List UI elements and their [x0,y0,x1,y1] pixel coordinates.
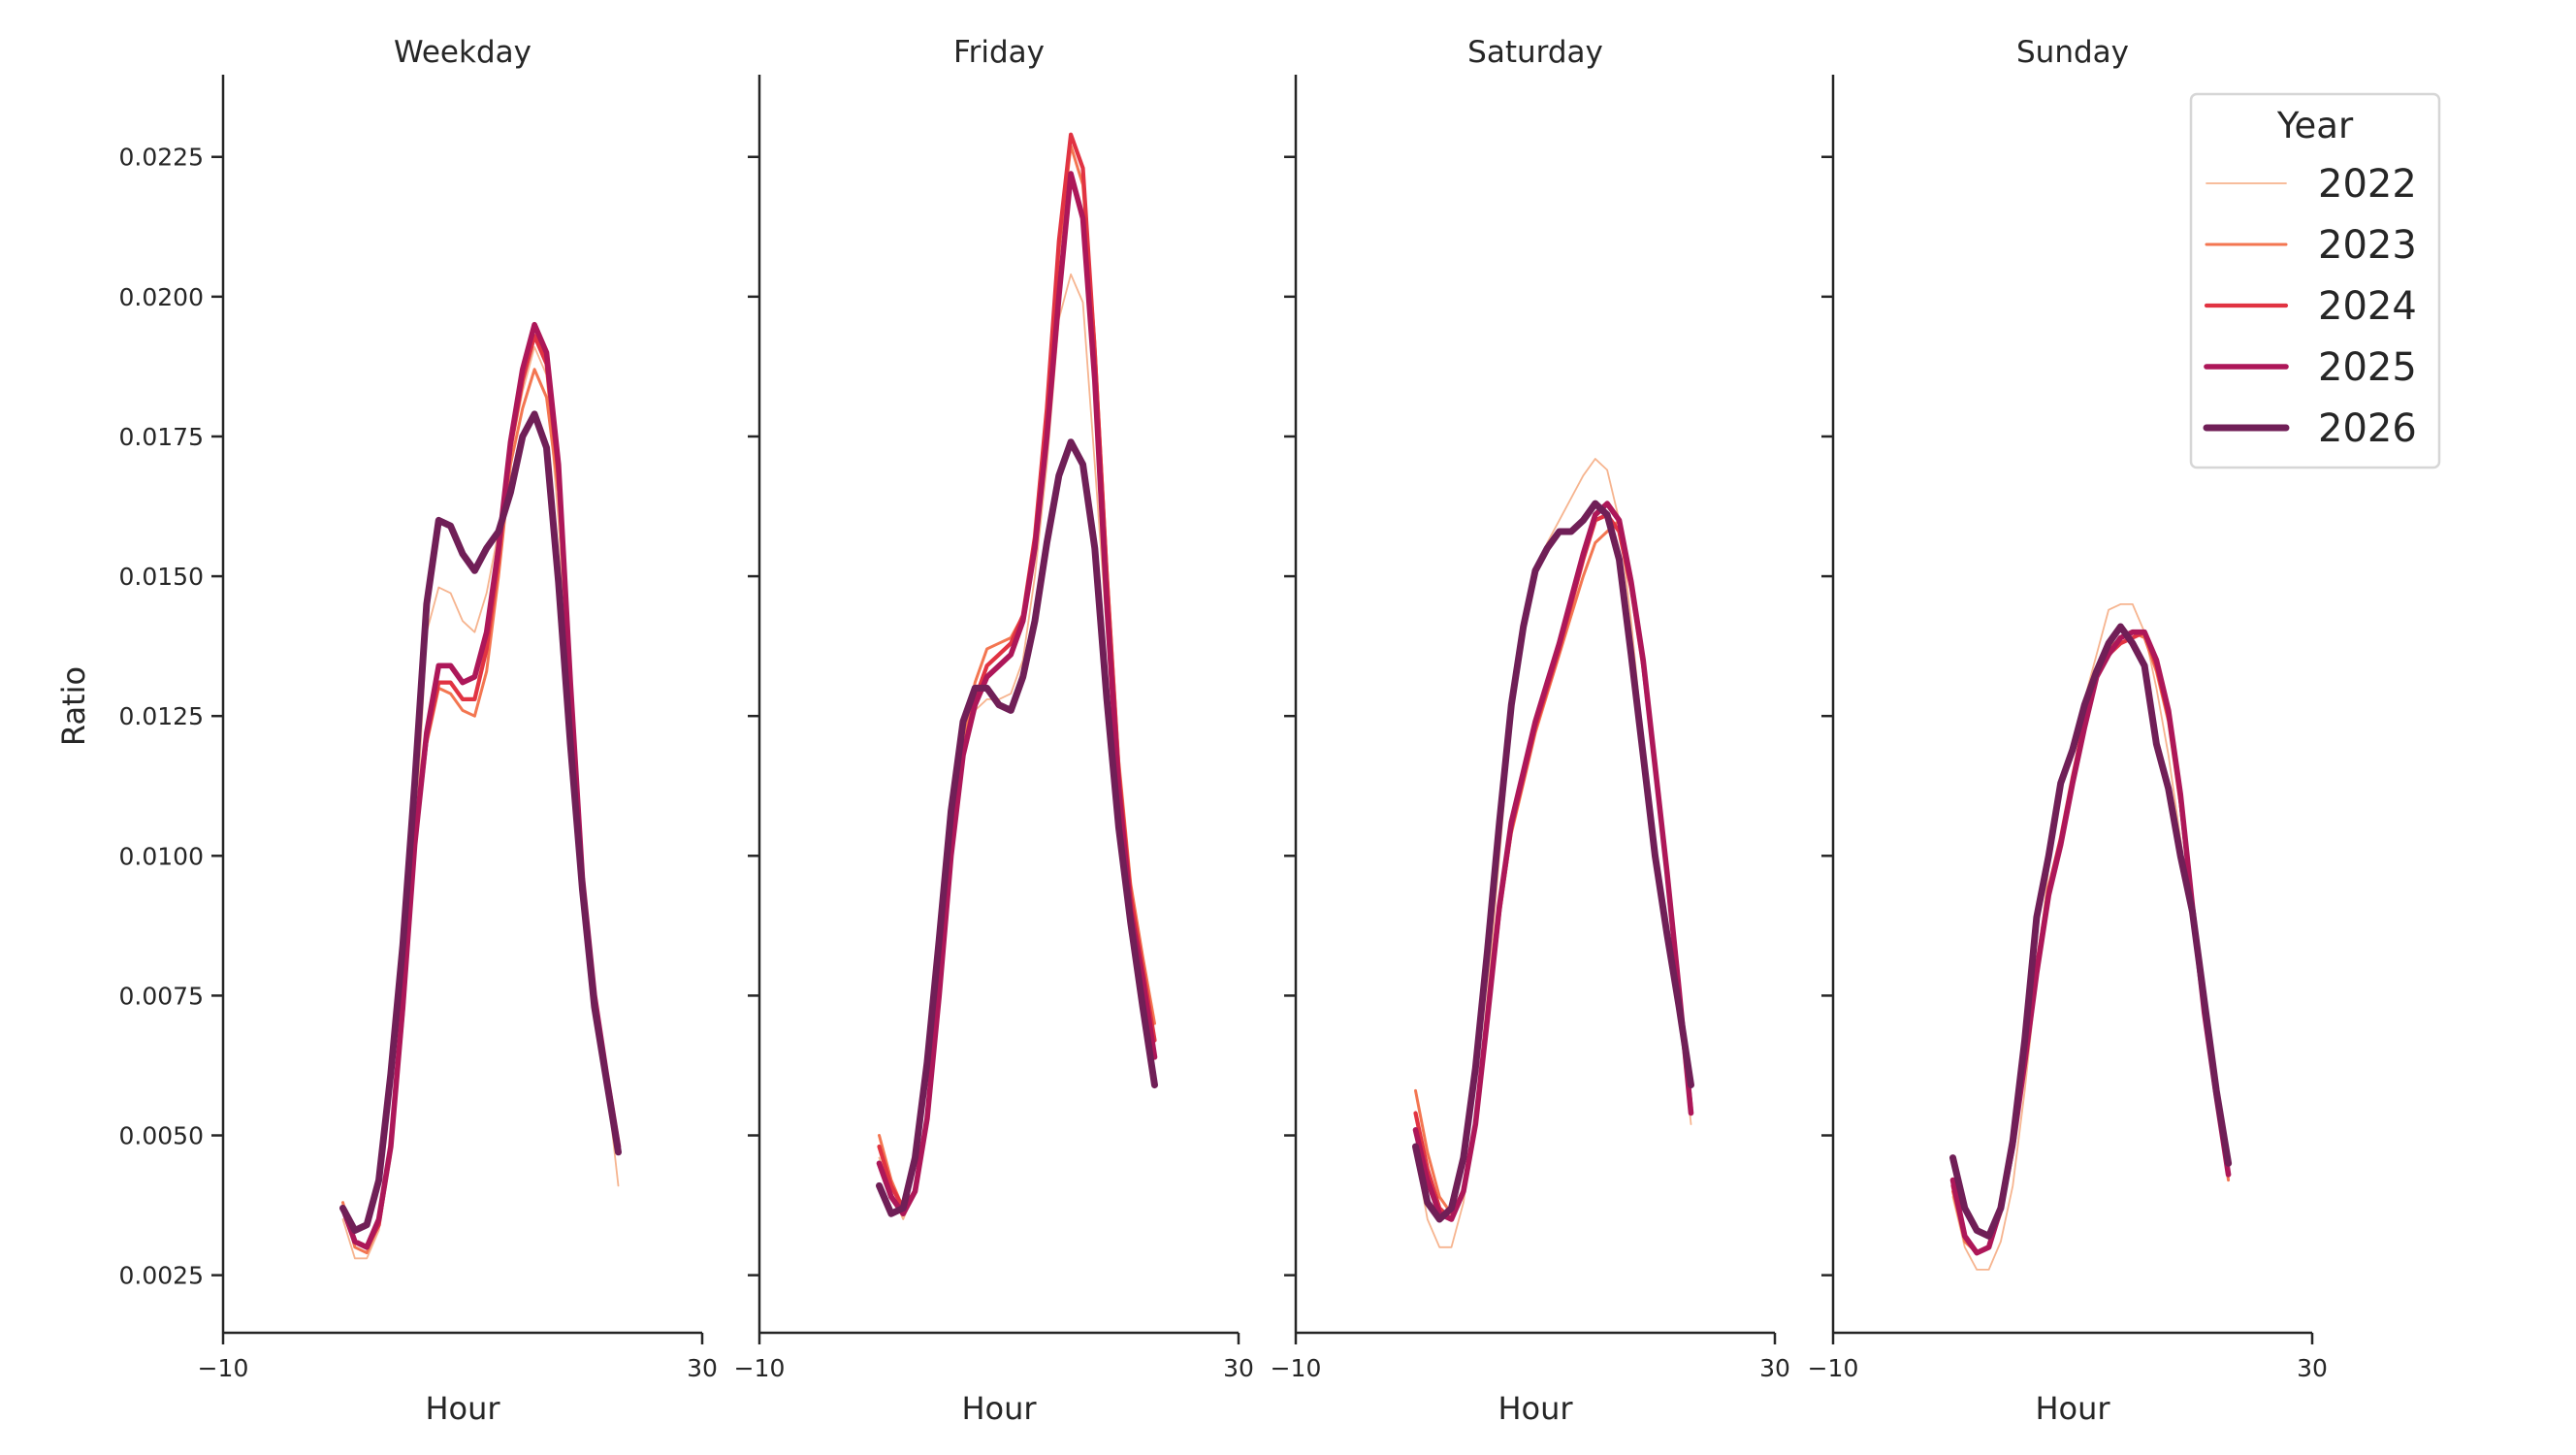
panel-friday: −10 30 Friday Hour [734,35,1254,1427]
y-axis-label: Ratio [55,666,92,746]
series-line-2025 [339,321,622,1250]
x-tick-label: −10 [1271,1354,1322,1382]
legend-item-2026: 2026 [2203,406,2417,451]
series-line-2022 [1414,458,1692,1248]
x-axis-label: Hour [961,1390,1037,1427]
y-tick-label: 0.0175 [119,423,204,451]
panel-saturday: −10 30 Saturday Hour [1271,35,1790,1427]
series-line-2024 [1413,512,1693,1222]
y-tick-label: 0.0125 [119,702,204,730]
x-tick-label: 30 [2297,1354,2328,1382]
panel-sunday: −10 30 Sunday Hour [1808,35,2328,1427]
series-line-2024 [1950,630,2231,1255]
series-line-2025 [1949,629,2232,1256]
legend-item-2023: 2023 [2205,223,2417,268]
panel-title: Saturday [1467,35,1603,70]
legend-label: 2025 [2318,345,2417,390]
legend: Year 2022 2023 2024 2025 2026 [2189,92,2441,469]
x-axis-label: Hour [1497,1390,1573,1427]
x-tick-label: −10 [198,1354,249,1382]
x-tick-label: 30 [1759,1354,1790,1382]
series-line-2025 [1412,501,1694,1222]
legend-item-2024: 2024 [2204,284,2417,329]
legend-label: 2026 [2318,406,2417,451]
legend-title: Year [2276,105,2354,146]
y-tick-label: 0.0025 [119,1262,204,1290]
panel-weekday: 0.0025 0.0050 0.0075 0.0100 0.0125 0.0150 0.01… [55,35,718,1427]
x-tick-label: 30 [687,1354,718,1382]
panel-title: Weekday [394,35,531,70]
x-tick-label: −10 [734,1354,786,1382]
x-tick-label: 30 [1223,1354,1254,1382]
y-tick-label: 0.0150 [119,563,204,591]
y-tick-label: 0.0050 [119,1122,204,1150]
series-line-2025 [876,171,1158,1216]
legend-label: 2024 [2318,284,2417,329]
legend-label: 2023 [2318,223,2417,268]
series-line-2026 [339,410,622,1234]
legend-frame [2189,92,2441,469]
x-tick-label: −10 [1808,1354,1859,1382]
x-axis-label: Hour [2035,1390,2110,1427]
series-line-2026 [876,438,1158,1217]
legend-item-2025: 2025 [2204,345,2417,390]
series-line-2026 [1412,500,1694,1223]
series-line-2026 [1949,623,2233,1240]
x-axis-label: Hour [425,1390,500,1427]
panel-title: Sunday [2016,35,2129,70]
legend-item-2022: 2022 [2206,162,2417,207]
legend-label: 2022 [2318,162,2417,207]
y-tick-label: 0.0200 [119,283,204,311]
y-tick-label: 0.0225 [119,144,204,172]
series-line-2023 [1951,630,2231,1255]
panel-title: Friday [953,35,1045,70]
y-tick-label: 0.0075 [119,982,204,1010]
series-line-2023 [1414,518,1692,1215]
y-tick-label: 0.0100 [119,842,204,870]
